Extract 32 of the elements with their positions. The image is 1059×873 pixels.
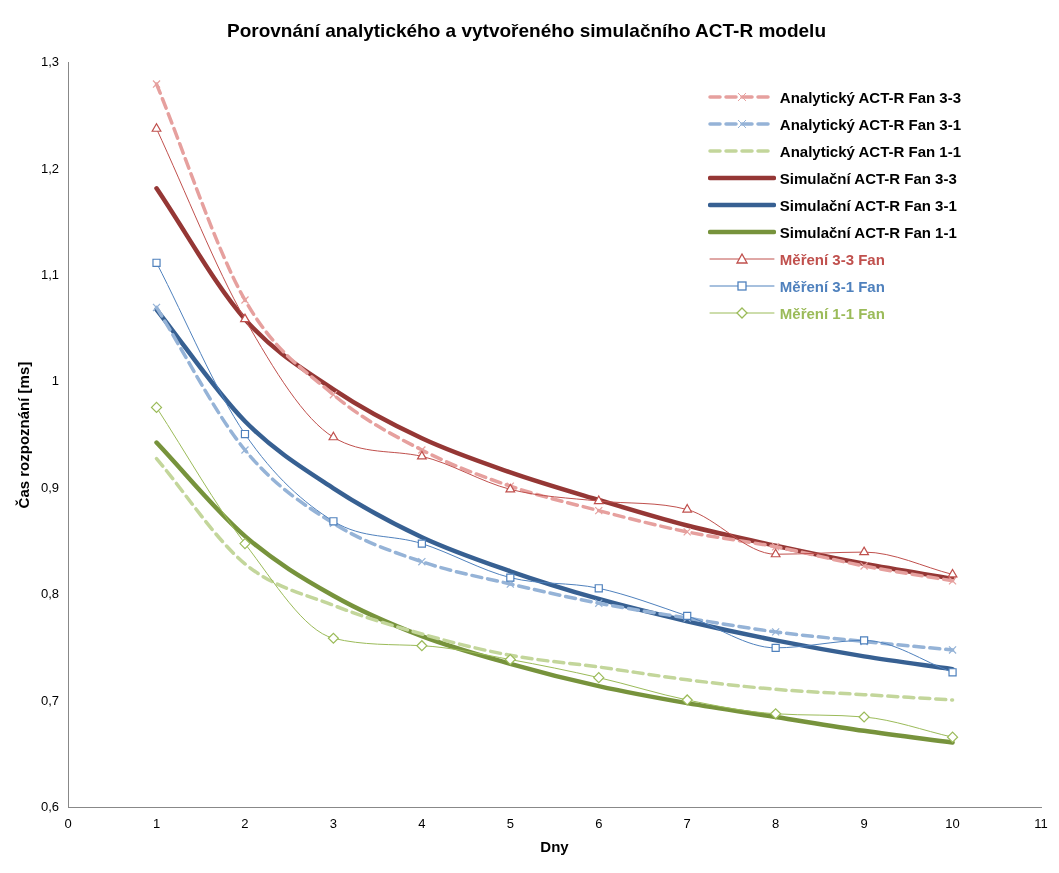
y-tick-label: 0,7 — [40, 692, 60, 708]
legend-label: Měření 1-1 Fan — [779, 304, 885, 322]
x-tick-label: 2 — [241, 815, 249, 831]
chart-title: Porovnání analytického a vytvořeného simulačního ACT-R modelu — [227, 19, 826, 41]
x-tick-label: 3 — [329, 815, 338, 831]
legend-label: Měření 3-3 Fan — [779, 250, 885, 268]
y-tick-label: 1,2 — [40, 160, 60, 176]
y-axis-title: Čas rozpoznání [ms] — [15, 361, 33, 509]
y-tick-label: 1,3 — [40, 54, 60, 70]
legend-label: Měření 3-1 Fan — [779, 277, 885, 295]
y-tick-label: 0,9 — [40, 479, 60, 495]
legend-label: Analytický ACT-R Fan 3-3 — [779, 88, 961, 106]
y-tick-label: 0,6 — [40, 798, 60, 814]
legend-label: Simulační ACT-R Fan 3-1 — [779, 196, 957, 214]
x-tick-label: 1 — [152, 815, 161, 831]
x-tick-label: 4 — [418, 815, 426, 831]
x-tick-label: 0 — [64, 815, 72, 831]
legend-label: Analytický ACT-R Fan 1-1 — [779, 142, 961, 160]
x-tick-label: 7 — [683, 815, 691, 831]
x-tick-label: 8 — [772, 815, 780, 831]
legend-label: Simulační ACT-R Fan 1-1 — [779, 223, 957, 241]
x-axis-title: Dny — [540, 838, 570, 856]
x-tick-label: 10 — [945, 815, 960, 831]
y-tick-label: 1 — [51, 373, 60, 389]
x-tick-label: 11 — [1034, 815, 1048, 831]
y-tick-label: 1,1 — [40, 267, 60, 283]
x-tick-label: 5 — [506, 815, 514, 831]
legend-label: Simulační ACT-R Fan 3-3 — [779, 169, 957, 187]
x-tick-label: 9 — [860, 815, 868, 831]
y-tick-label: 0,8 — [40, 586, 60, 602]
x-tick-label: 6 — [595, 815, 603, 831]
legend-label: Analytický ACT-R Fan 3-1 — [779, 115, 961, 133]
